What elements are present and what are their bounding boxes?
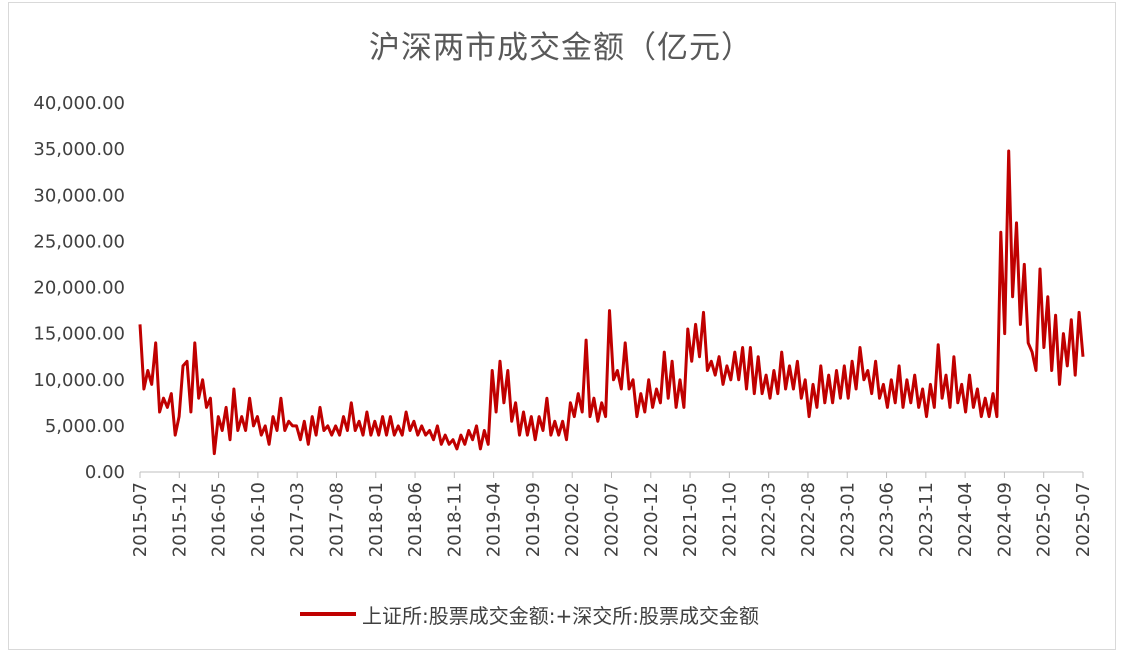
x-tick-label: 2024-04 [955, 482, 976, 557]
x-tick-label: 2015-07 [130, 482, 151, 557]
legend: 上证所:股票成交金额:+深交所:股票成交金额 [300, 600, 759, 628]
y-tick-label: 25,000.00 [33, 231, 125, 252]
y-tick-label: 15,000.00 [33, 324, 125, 345]
x-tick-label: 2023-01 [837, 482, 858, 557]
x-tick-label: 2016-05 [209, 482, 230, 557]
x-tick-label: 2018-11 [444, 482, 465, 557]
y-tick-label: 30,000.00 [33, 185, 125, 206]
x-tick-label: 2021-05 [680, 482, 701, 557]
x-tick-label: 2018-06 [405, 482, 426, 557]
x-tick-label: 2016-10 [248, 482, 269, 557]
y-tick-label: 5,000.00 [45, 416, 125, 437]
x-tick-label: 2019-09 [523, 482, 544, 557]
x-tick-label: 2024-09 [994, 482, 1015, 557]
x-tick-label: 2017-03 [287, 482, 308, 557]
chart-title: 沪深两市成交金额（亿元） [369, 30, 753, 66]
x-tick-label: 2025-02 [1034, 482, 1055, 557]
y-tick-label: 35,000.00 [33, 139, 125, 160]
y-tick-label: 10,000.00 [33, 370, 125, 391]
x-tick-label: 2015-12 [169, 482, 190, 557]
series-line [138, 149, 1085, 456]
x-tick-label: 2018-01 [366, 482, 387, 557]
x-tick-label: 2022-03 [759, 482, 780, 557]
x-tick-label: 2023-11 [916, 482, 937, 557]
chart-frame [8, 2, 1116, 650]
x-tick-label: 2022-08 [798, 482, 819, 557]
x-tick-label: 2025-07 [1073, 482, 1094, 557]
x-tick-label: 2020-02 [562, 482, 583, 557]
y-tick-label: 0.00 [85, 462, 125, 483]
x-tick-label: 2019-04 [484, 482, 505, 557]
y-tick-label: 40,000.00 [33, 93, 125, 114]
x-tick-label: 2017-08 [326, 482, 347, 557]
legend-label: 上证所:股票成交金额:+深交所:股票成交金额 [362, 603, 759, 628]
x-tick-label: 2021-10 [719, 482, 740, 557]
x-tick-label: 2020-07 [602, 482, 623, 557]
legend-swatch [300, 612, 356, 616]
x-tick-label: 2020-12 [641, 482, 662, 557]
y-tick-label: 20,000.00 [33, 278, 125, 299]
x-tick-label: 2023-06 [877, 482, 898, 557]
